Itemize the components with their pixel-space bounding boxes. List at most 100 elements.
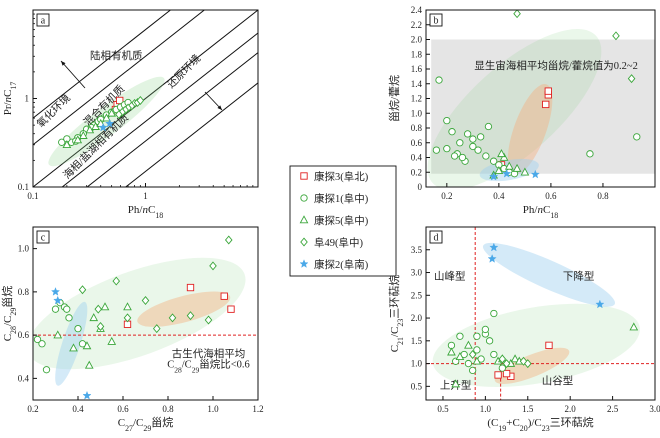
data-point bbox=[519, 356, 528, 366]
data-point bbox=[33, 335, 42, 344]
boundary-line bbox=[33, 10, 206, 146]
series-square bbox=[123, 283, 235, 328]
boundary-line bbox=[61, 32, 258, 187]
legend-label: 康探2(阜南) bbox=[314, 258, 369, 271]
data-point bbox=[490, 309, 498, 318]
y-axis-label: 甾烷/藿烷 bbox=[387, 75, 401, 122]
cluster-ellipse bbox=[48, 76, 165, 167]
panel-label: c bbox=[41, 233, 46, 244]
y-tick-label: 1 bbox=[25, 94, 30, 104]
annotation: 还原环境 bbox=[164, 52, 203, 91]
data-point bbox=[472, 356, 482, 365]
data-point bbox=[494, 371, 502, 379]
arrowhead bbox=[217, 105, 222, 110]
y-tick-label: 0.8 bbox=[411, 123, 423, 133]
boundary-line bbox=[33, 10, 172, 119]
x-tick-label: 0.6 bbox=[545, 191, 557, 201]
data-point bbox=[186, 311, 195, 321]
data-point bbox=[474, 146, 482, 154]
label-part: 17 bbox=[9, 82, 18, 90]
annotation: 陆相有机质 bbox=[90, 49, 143, 62]
y-tick-label: 1.4 bbox=[411, 79, 423, 89]
x-axis-label: Ph/nC18 bbox=[128, 204, 163, 220]
data-point bbox=[115, 109, 123, 119]
x-tick-label: 1.5 bbox=[522, 404, 534, 414]
data-point bbox=[523, 359, 532, 369]
y-tick-label: 0.6 bbox=[18, 330, 30, 340]
y-tick-label: 0.1 bbox=[18, 182, 29, 192]
data-point bbox=[94, 304, 103, 314]
y-tick-label: 1.5 bbox=[411, 336, 423, 346]
x-tick-label: 1.0 bbox=[207, 404, 219, 414]
label-part: 三环萜烷 bbox=[387, 275, 401, 319]
legend-marker bbox=[300, 237, 308, 247]
data-point bbox=[513, 10, 521, 19]
series-star bbox=[98, 118, 115, 132]
data-point bbox=[42, 366, 51, 374]
x-axis-label: C27/C29甾烷 bbox=[118, 415, 174, 433]
panel-label-box bbox=[429, 13, 443, 27]
data-point bbox=[481, 325, 490, 334]
data-point bbox=[494, 166, 504, 175]
y-tick-label: 0.6 bbox=[411, 138, 423, 148]
data-point bbox=[136, 95, 145, 105]
data-point bbox=[468, 366, 477, 375]
y-axis-label: Pr/nC17 bbox=[2, 82, 18, 116]
data-point bbox=[544, 87, 552, 95]
data-point bbox=[82, 341, 92, 350]
data-point bbox=[105, 118, 115, 128]
data-point bbox=[498, 364, 506, 372]
legend-item: 康探3(阜北) bbox=[300, 170, 369, 183]
data-point bbox=[102, 113, 111, 122]
arrow-line bbox=[60, 60, 86, 89]
label-part: /C bbox=[133, 417, 143, 429]
data-point bbox=[141, 296, 150, 306]
x-tick-label: 2.5 bbox=[607, 404, 619, 414]
legend-label: 康探3(阜北) bbox=[314, 170, 369, 183]
label-part: C bbox=[543, 204, 550, 216]
legend-item: 康探5(阜中) bbox=[299, 214, 369, 227]
data-point bbox=[482, 152, 490, 160]
data-point bbox=[38, 340, 46, 348]
series-diamond bbox=[468, 349, 532, 369]
data-point bbox=[473, 346, 481, 354]
data-point bbox=[545, 341, 553, 350]
legend-label: 康探1(阜中) bbox=[314, 192, 369, 205]
series-triangle bbox=[62, 108, 116, 149]
y-tick-label: 0.4 bbox=[18, 373, 30, 383]
data-point bbox=[98, 122, 108, 132]
y-tick-label: 2.0 bbox=[411, 313, 423, 323]
y-tick-label: 3.0 bbox=[411, 268, 423, 278]
data-point bbox=[586, 150, 594, 158]
data-point bbox=[152, 324, 161, 334]
arrowhead bbox=[61, 61, 66, 66]
data-point bbox=[65, 314, 73, 322]
x-tick-label: 0.2 bbox=[27, 404, 38, 414]
label-part: /C bbox=[2, 316, 14, 326]
annotation: 显生宙海相平均甾烷/藿烷值为0.2~2 bbox=[474, 59, 637, 72]
data-point bbox=[107, 336, 117, 345]
annotation: 山谷型 bbox=[542, 374, 574, 387]
data-point bbox=[510, 354, 520, 363]
panel-d: 山峰型下降型上升型山谷型0.51.01.52.02.53.00.51.01.52… bbox=[387, 226, 660, 433]
x-tick-label: 2.0 bbox=[565, 404, 577, 414]
data-point bbox=[542, 100, 550, 109]
label-part: +C bbox=[506, 417, 520, 429]
label-part: Pr/ bbox=[2, 102, 14, 116]
series-circle bbox=[447, 309, 506, 375]
series-star bbox=[489, 168, 540, 181]
data-point bbox=[100, 302, 110, 311]
data-point bbox=[53, 295, 63, 305]
data-point bbox=[487, 254, 497, 263]
plot-frame bbox=[425, 226, 656, 401]
data-point bbox=[520, 167, 530, 176]
panel-label: d bbox=[434, 233, 439, 244]
data-point bbox=[633, 133, 641, 141]
data-point bbox=[123, 302, 132, 311]
x-axis-label: Ph/nC18 bbox=[523, 204, 558, 220]
label-part: 18 bbox=[155, 211, 163, 220]
label-part: 甾烷 bbox=[0, 286, 14, 308]
y-tick-label: 2.5 bbox=[411, 290, 423, 300]
data-point bbox=[443, 116, 451, 125]
